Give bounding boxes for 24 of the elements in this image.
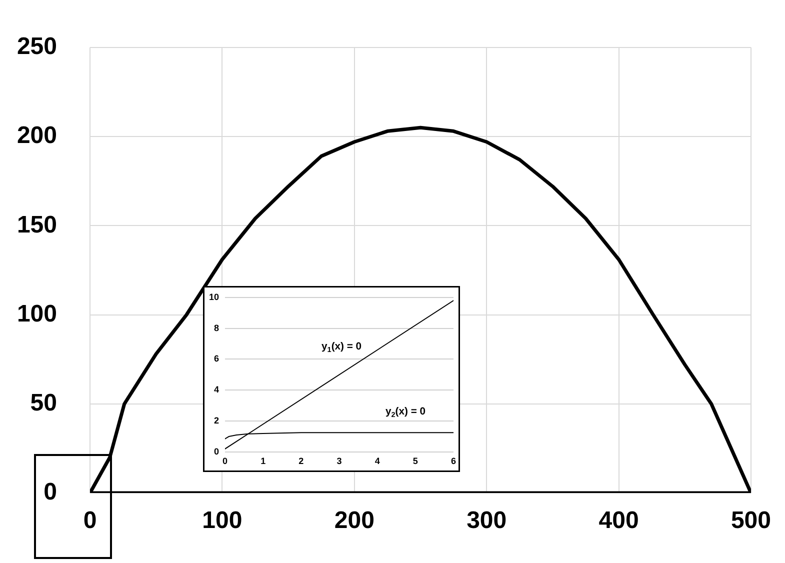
y-tick-label: 250: [16, 33, 57, 60]
x-tick-label: 200: [334, 507, 374, 534]
x-tick-label: 6: [450, 456, 456, 466]
x-tick-label: 500: [730, 507, 771, 534]
y-tick-label: 2: [214, 416, 219, 426]
y-tick-label: 0: [44, 478, 57, 506]
x-tick-label: 0: [222, 456, 228, 466]
y-tick-label: 4: [214, 384, 219, 395]
y-tick-label: 10: [208, 292, 219, 302]
y-tick-label: 0: [214, 446, 219, 456]
x-tick-label: 400: [598, 507, 639, 534]
x-tick-label: 4: [374, 456, 380, 466]
y-tick-label: 50: [30, 390, 57, 417]
y-tick-label: 8: [214, 322, 219, 333]
x-tick-label: 2: [298, 456, 304, 466]
x-tick-label: 300: [466, 507, 507, 534]
x-tick-label: 1: [260, 456, 266, 466]
x-tick-label: 3: [336, 456, 342, 466]
y-tick-label: 100: [16, 300, 57, 328]
x-tick-label: 0: [83, 507, 97, 534]
x-tick-label: 5: [412, 456, 418, 466]
y-tick-label: 150: [16, 211, 57, 238]
y-tick-label: 6: [214, 354, 219, 364]
y-tick-label: 200: [16, 122, 57, 150]
